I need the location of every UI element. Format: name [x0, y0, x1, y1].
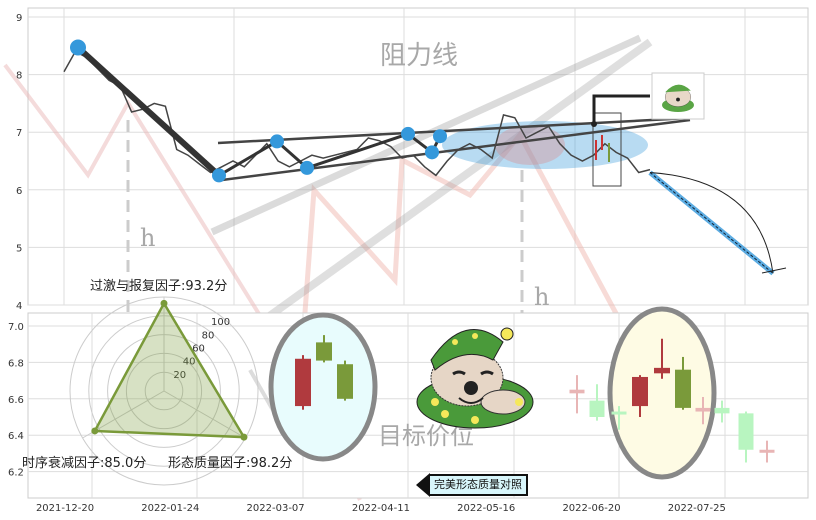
candle-body [611, 411, 627, 415]
y-tick-label: 6.4 [8, 431, 24, 442]
x-tick-label: 2022-06-20 [562, 503, 620, 514]
radar-tick-label: 60 [192, 344, 205, 355]
dog-mascot-icon [416, 327, 534, 429]
price-line [63, 50, 651, 177]
projection-end-tick [761, 267, 787, 274]
radar-point [240, 433, 248, 441]
x-tick-label: 2022-04-11 [352, 503, 410, 514]
pivot-point [270, 134, 284, 149]
pivot-point [401, 126, 415, 141]
candle-body [589, 400, 605, 417]
y-tick-label: 9 [16, 13, 22, 24]
y-tick-label: 7 [16, 128, 22, 139]
candle-body [632, 376, 648, 407]
radar-tick-label: 20 [173, 370, 186, 381]
support-line [221, 118, 691, 182]
pivot-segment [306, 132, 409, 170]
radar-tick-label: 40 [183, 357, 196, 368]
radar-axis-label: 时序衰减因子:85.0分 [22, 455, 146, 471]
y-tick-label: 6.6 [8, 395, 24, 406]
projection-arc [649, 172, 774, 274]
radar-tick-label: 80 [202, 330, 215, 341]
x-tick-label: 2022-03-07 [247, 503, 305, 514]
candle-body [337, 364, 353, 399]
x-tick-label: 2021-12-20 [36, 503, 94, 514]
radar-point [91, 427, 99, 435]
highlight-ellipse-2 [607, 306, 717, 480]
radar-tick-label: 100 [211, 317, 230, 328]
recent-candles-box [592, 112, 622, 187]
candle-body [295, 358, 311, 407]
pivot-segment [75, 45, 222, 178]
watermark-arrow-2 [247, 38, 653, 334]
compare-button-label: 完美形态质量对照 [430, 474, 528, 496]
highlight-ellipse-1 [268, 312, 378, 462]
x-tick-label: 2022-01-24 [141, 503, 199, 514]
watermark-resistance: 阻力线 [380, 41, 458, 71]
x-axis-ticks: 2021-12-20 2022-01-24 2022-03-07 2022-04-11… [36, 503, 726, 514]
candle-body [569, 389, 585, 394]
radar-axis-label: 形态质量因子:98.2分 [168, 456, 292, 471]
watermark-h-2: h [534, 283, 549, 311]
top-plot-frame [27, 7, 809, 306]
pivot-point [70, 39, 86, 56]
x-tick-label: 2022-05-16 [457, 503, 515, 514]
pivot-point [300, 160, 314, 175]
y-tick-label: 8 [16, 71, 22, 82]
watermark-zigzag-2 [297, 130, 663, 397]
y-tick-label: 6 [16, 186, 22, 197]
candle-body [316, 342, 332, 361]
bottom-y-ticks: 7.0 6.8 6.6 6.4 6.2 [8, 322, 24, 479]
pivot-point [433, 129, 447, 144]
candle-body [695, 407, 711, 412]
pivot-point [425, 145, 439, 160]
candles [295, 335, 775, 463]
dog-thumbnail-icon [662, 84, 694, 113]
y-tick-label: 7.0 [8, 322, 24, 333]
projection-line-dashed [649, 172, 774, 274]
y-tick-label: 5 [16, 243, 22, 254]
candle-body [714, 407, 730, 414]
arrow-left-icon [416, 473, 430, 497]
y-tick-label: 6.8 [8, 358, 24, 369]
callout-connector [592, 94, 650, 125]
resistance-line [217, 116, 691, 145]
watermark-arrow-1 [210, 34, 642, 236]
watermark-h-1: h [140, 224, 155, 252]
candle-body [759, 449, 775, 453]
candle-body [675, 369, 691, 408]
consolidation-core [495, 125, 565, 165]
y-tick-label: 4 [16, 301, 22, 312]
pivot-lines [70, 39, 447, 183]
radar-axis [163, 390, 246, 439]
radar-area [92, 300, 247, 439]
radar-axis-label: 过激与报复因子:93.2分 [90, 279, 227, 294]
candle-body [654, 367, 670, 374]
top-y-ticks: 9 8 7 6 5 4 [16, 13, 22, 312]
pivot-segment [218, 140, 278, 177]
radar-point [160, 299, 168, 307]
compare-button[interactable]: 完美形态质量对照 [416, 473, 528, 497]
candle-body [738, 413, 754, 450]
y-tick-label: 6.2 [8, 468, 24, 479]
callout-anchor [591, 121, 597, 127]
x-tick-label: 2022-07-25 [668, 503, 726, 514]
pivot-point [212, 168, 226, 183]
